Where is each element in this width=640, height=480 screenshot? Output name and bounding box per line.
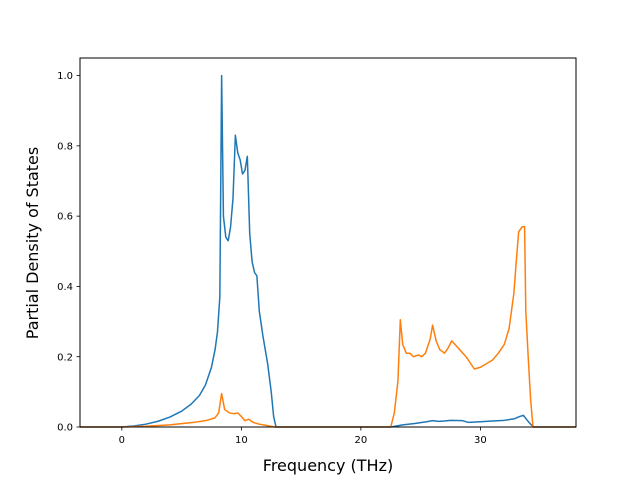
x-tick-label: 0 (119, 435, 125, 446)
x-axis-ticks: 0 10 20 30 (119, 427, 487, 446)
plot-frame (79, 57, 577, 428)
y-tick-label: 0.2 (57, 352, 73, 363)
y-tick-label: 0.8 (57, 141, 73, 152)
y-tick-label: 0.0 (57, 423, 73, 434)
y-axis-label: Partial Density of States (23, 147, 42, 339)
y-tick-label: 0.6 (57, 212, 73, 223)
series-lines (80, 74, 576, 428)
x-tick-label: 10 (235, 435, 248, 446)
x-axis-label: Frequency (THz) (263, 456, 393, 475)
x-tick-label: 20 (355, 435, 368, 446)
x-tick-label: 30 (474, 435, 487, 446)
y-tick-label: 0.4 (57, 282, 73, 293)
y-axis-ticks: 0.0 0.2 0.4 0.6 0.8 1.0 (57, 71, 80, 434)
series-line-2 (80, 225, 576, 428)
series-line-1 (80, 74, 576, 428)
y-tick-label: 1.0 (57, 71, 73, 82)
